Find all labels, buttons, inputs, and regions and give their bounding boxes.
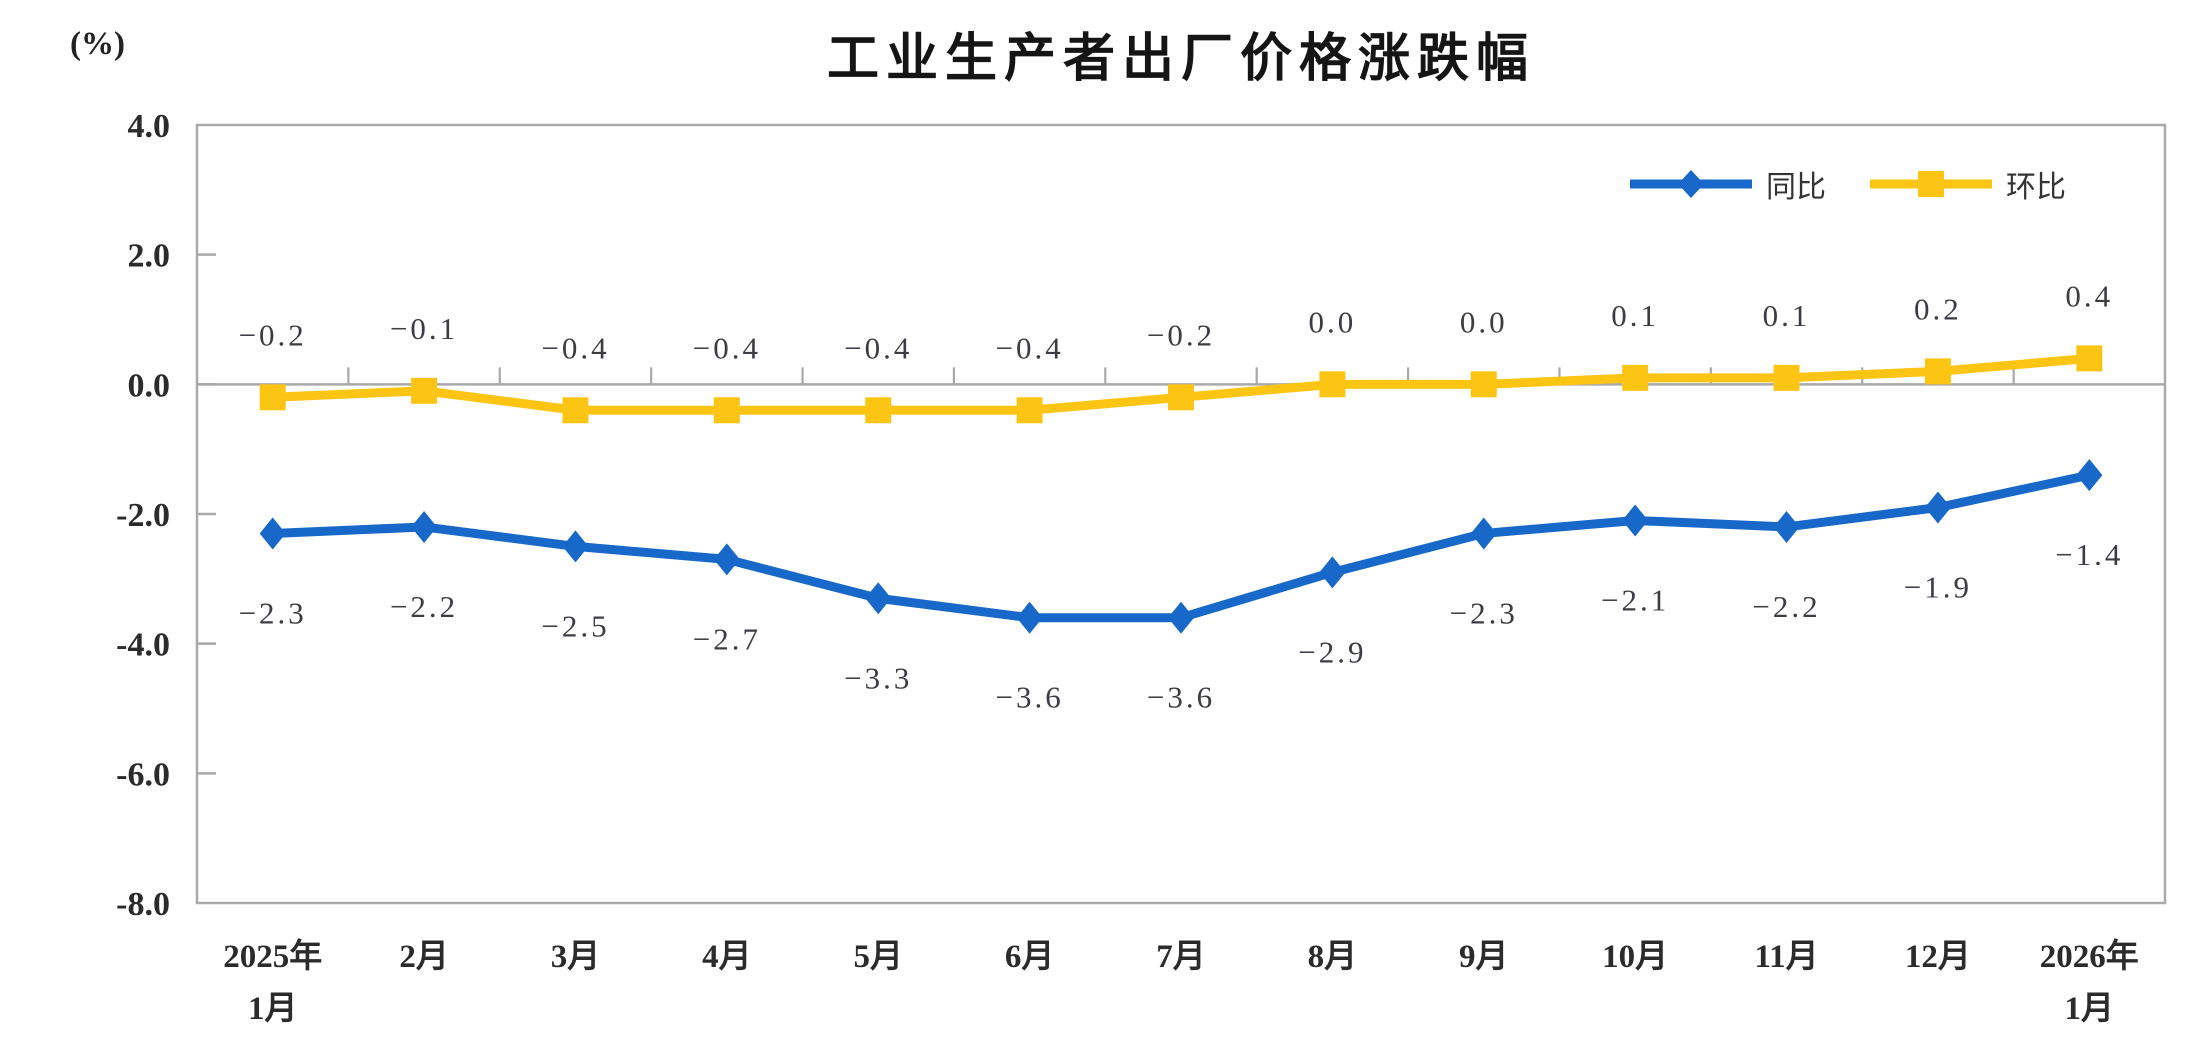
data-label-同比: −1.4 [2055, 537, 2123, 572]
x-tick-label: 7月 [1156, 939, 1206, 975]
x-tick-label: 4月 [702, 939, 752, 975]
data-label-环比: −0.1 [390, 311, 458, 346]
data-label-环比: −0.2 [239, 317, 307, 352]
data-label-环比: 0.1 [1763, 298, 1811, 333]
data-label-同比: −3.6 [1147, 680, 1215, 715]
data-point-marker-环比 [1924, 358, 1951, 385]
data-point-marker-同比 [713, 543, 740, 576]
legend-item-yoy: 同比 [1628, 162, 1826, 206]
data-point-marker-环比 [1622, 364, 1649, 391]
data-label-环比: 0.2 [1914, 291, 1962, 326]
data-point-marker-同比 [865, 582, 892, 615]
x-tick-label: 2025年 [223, 938, 322, 975]
data-label-环比: 0.1 [1611, 298, 1659, 333]
x-tick-label: 1月 [248, 991, 298, 1027]
x-tick-label: 5月 [853, 939, 903, 975]
data-point-marker-同比 [1319, 556, 1346, 589]
data-point-marker-环比 [1016, 397, 1043, 424]
data-point-marker-同比 [259, 517, 286, 550]
data-point-marker-环比 [2076, 345, 2103, 372]
x-tick-label: 2026年 [2040, 938, 2139, 975]
data-label-环比: −0.4 [995, 330, 1063, 365]
data-label-同比: −3.3 [844, 660, 912, 695]
data-label-同比: −2.3 [239, 595, 307, 630]
data-point-marker-环比 [562, 397, 589, 424]
y-tick-label: -4.0 [116, 627, 170, 664]
data-point-marker-环比 [411, 377, 438, 404]
data-point-marker-同比 [1773, 510, 1800, 543]
data-point-marker-环比 [1470, 371, 1497, 398]
data-label-环比: 0.0 [1460, 304, 1508, 339]
legend-item-mom: 环比 [1868, 162, 2066, 206]
data-label-同比: −2.2 [390, 589, 458, 624]
data-label-同比: −2.5 [541, 608, 609, 643]
data-label-环比: 0.0 [1309, 304, 1357, 339]
data-label-同比: −2.9 [1298, 634, 1366, 669]
legend-label-yoy: 同比 [1766, 171, 1826, 204]
data-label-同比: −2.2 [1752, 589, 1820, 624]
yoy-line-diamond-icon [1630, 170, 1752, 198]
x-tick-label: 10月 [1602, 939, 1668, 975]
data-label-同比: −3.6 [995, 680, 1063, 715]
data-point-marker-环比 [1168, 384, 1194, 411]
data-label-环比: −0.4 [541, 330, 609, 365]
data-point-marker-同比 [411, 510, 438, 543]
data-point-marker-环比 [1773, 364, 1800, 391]
mom-line-square-icon [1870, 171, 1992, 197]
x-tick-label: 6月 [1005, 939, 1055, 975]
x-tick-label: 1月 [2065, 991, 2115, 1027]
data-label-同比: −2.1 [1601, 582, 1669, 617]
data-label-环比: −0.4 [844, 330, 912, 365]
data-point-marker-环比 [713, 397, 740, 424]
data-point-marker-环比 [865, 397, 892, 424]
x-tick-label: 12月 [1905, 939, 1971, 975]
data-point-marker-同比 [1470, 517, 1497, 550]
y-tick-label: 2.0 [128, 238, 171, 275]
data-label-环比: 0.4 [2065, 278, 2113, 313]
y-tick-label: -8.0 [116, 886, 170, 923]
data-point-marker-同比 [2076, 459, 2103, 492]
x-tick-label: 9月 [1459, 939, 1509, 975]
data-point-marker-同比 [1168, 601, 1194, 634]
y-tick-label: -6.0 [116, 756, 170, 793]
data-label-同比: −2.7 [693, 621, 761, 656]
data-point-marker-同比 [1622, 504, 1649, 537]
legend-label-mom: 环比 [2006, 171, 2066, 204]
data-point-marker-同比 [1924, 491, 1951, 524]
y-tick-label: -2.0 [116, 497, 170, 534]
x-tick-label: 8月 [1308, 939, 1358, 975]
data-point-marker-环比 [259, 384, 286, 411]
x-tick-label: 3月 [551, 939, 601, 975]
data-label-同比: −2.3 [1450, 595, 1518, 630]
data-label-环比: −0.2 [1147, 317, 1215, 352]
y-tick-label: 0.0 [128, 367, 171, 404]
data-label-环比: −0.4 [693, 330, 761, 365]
x-tick-label: 2月 [399, 939, 449, 975]
y-tick-label: 4.0 [128, 108, 171, 145]
y-axis-unit-label: (%) [70, 26, 125, 62]
data-point-marker-环比 [1319, 371, 1346, 398]
chart-title: 工业生产者出厂价格涨跌幅 [826, 30, 1535, 88]
data-point-marker-同比 [562, 530, 589, 563]
data-label-同比: −1.9 [1904, 570, 1972, 605]
data-point-marker-同比 [1016, 601, 1043, 634]
legend: 同比 环比 [1628, 162, 2066, 206]
x-tick-label: 11月 [1754, 939, 1818, 975]
